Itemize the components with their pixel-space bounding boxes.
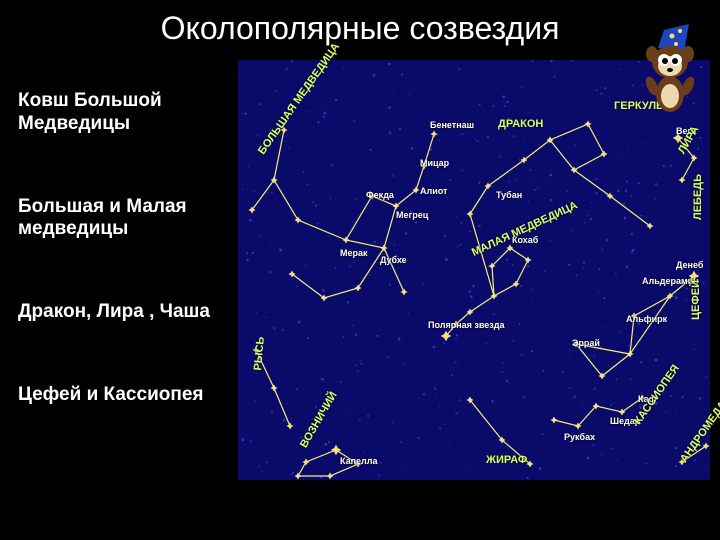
sidebar-item-1: Большая и Малая медведицы bbox=[18, 196, 228, 242]
star-label: Полярная звезда bbox=[428, 320, 505, 330]
sidebar-item-2: Дракон, Лира , Чаша bbox=[18, 301, 228, 324]
star-label: Капелла bbox=[340, 456, 378, 466]
constellation-label: ДРАКОН bbox=[498, 118, 543, 130]
star-label: Дубхе bbox=[380, 255, 407, 265]
star-label: Тубан bbox=[496, 190, 522, 200]
star-label: Алиот bbox=[420, 186, 447, 196]
constellation-label: ЖИРАФ bbox=[486, 454, 527, 466]
constellation-label: ЦЕФЕЙ bbox=[690, 280, 702, 320]
sidebar: Ковш Большой Медведицы Большая и Малая м… bbox=[18, 90, 228, 407]
star-label: Денеб bbox=[676, 260, 703, 270]
star-label: Мерак bbox=[340, 248, 368, 258]
star-label: Мегрец bbox=[396, 210, 428, 220]
star-label: Бенетнаш bbox=[430, 120, 474, 130]
star-label: Фекда bbox=[366, 190, 394, 200]
star-label: Рукбах bbox=[564, 432, 595, 442]
page-title: Околополярные созвездия bbox=[0, 10, 720, 47]
constellation-label: ЛЕБЕДЬ bbox=[692, 174, 704, 220]
sidebar-item-0: Ковш Большой Медведицы bbox=[18, 90, 228, 136]
sidebar-item-3: Цефей и Кассиопея bbox=[18, 384, 228, 407]
star-label: Мицар bbox=[420, 158, 449, 168]
sky-map: Бенетнаш Мицар Алиот ФекдаМегрец Мерак Дубхе Т… bbox=[238, 60, 710, 480]
star-label: Эррай bbox=[572, 338, 600, 348]
mascot-icon bbox=[634, 22, 714, 117]
star-label: Альфирк bbox=[626, 314, 667, 324]
